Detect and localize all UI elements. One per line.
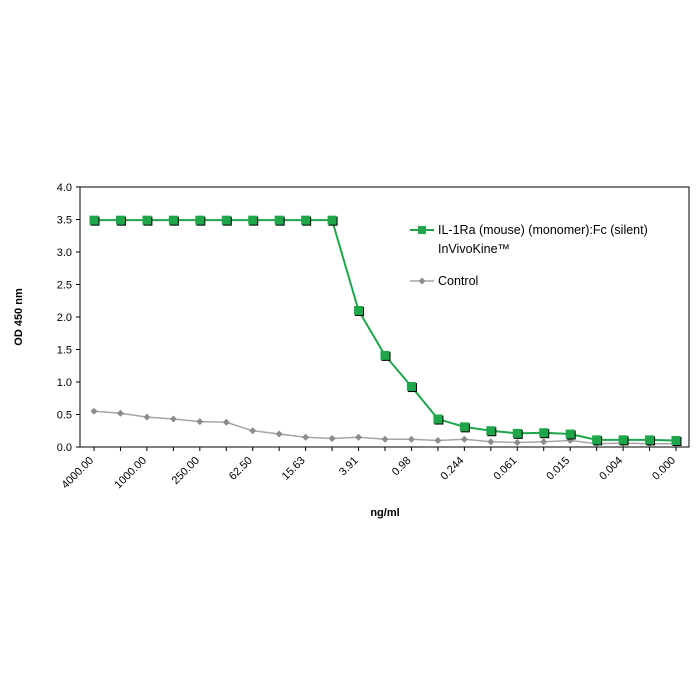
x-tick-label: 0.015 xyxy=(544,455,572,483)
x-tick-label: 0.004 xyxy=(597,455,625,483)
y-tick-label: 1.0 xyxy=(57,377,72,389)
x-tick-label: 15.63 xyxy=(280,455,308,483)
data-point xyxy=(328,435,336,443)
legend-label: IL-1Ra (mouse) (monomer):Fc (silent) xyxy=(438,223,648,237)
data-point xyxy=(221,215,231,225)
y-tick-label: 2.5 xyxy=(57,280,72,292)
x-tick-label: 3.91 xyxy=(337,455,361,479)
legend-marker xyxy=(418,277,426,285)
legend-entry: Control xyxy=(410,274,478,288)
data-point xyxy=(116,409,124,417)
y-axis-title: OD 450 nm xyxy=(13,288,25,346)
x-tick-label: 0.000 xyxy=(650,455,678,483)
data-point xyxy=(142,215,152,225)
data-point xyxy=(487,438,495,446)
legend-entry: IL-1Ra (mouse) (monomer):Fc (silent) InVi… xyxy=(410,223,648,256)
data-point xyxy=(355,433,363,441)
data-point xyxy=(540,438,548,446)
data-point xyxy=(89,215,99,225)
data-point xyxy=(513,438,521,446)
y-tick-label: 3.5 xyxy=(57,215,72,227)
data-point xyxy=(274,215,284,225)
data-point xyxy=(195,215,205,225)
legend-marker xyxy=(418,226,426,234)
data-point xyxy=(434,437,442,444)
series-layer xyxy=(89,215,682,448)
data-point xyxy=(512,428,522,438)
x-axis-title: ng/ml xyxy=(370,507,399,519)
data-point xyxy=(302,433,310,441)
legend-label: InVivoKine™ xyxy=(438,242,510,256)
data-point xyxy=(671,436,681,445)
data-point xyxy=(275,430,283,438)
plot-area xyxy=(79,186,690,448)
data-point xyxy=(380,350,390,360)
x-tick-label: 250.00 xyxy=(170,455,202,487)
data-point xyxy=(486,426,496,436)
data-point xyxy=(433,414,443,424)
data-point xyxy=(248,215,258,225)
data-point xyxy=(301,215,311,225)
data-point xyxy=(645,435,655,445)
data-point xyxy=(115,215,125,225)
data-point xyxy=(249,427,257,435)
x-tick-label: 0.244 xyxy=(439,455,467,483)
x-tick-label: 4000.00 xyxy=(60,455,97,492)
y-tick-label: 0.0 xyxy=(57,442,72,454)
data-point xyxy=(565,429,575,439)
legend-label: Control xyxy=(438,274,478,288)
y-tick-label: 3.0 xyxy=(57,247,72,259)
x-axis: 4000.00 1000.00 250.00 62.50 15.63 3.91 0.98 0.… xyxy=(60,447,678,492)
y-tick-label: 4.0 xyxy=(57,182,72,194)
data-point xyxy=(406,382,416,392)
data-point xyxy=(196,418,204,426)
data-point xyxy=(407,435,415,443)
data-point xyxy=(222,418,230,426)
data-point xyxy=(169,415,177,423)
y-tick-label: 2.0 xyxy=(57,312,72,324)
y-tick-label: 1.5 xyxy=(57,345,72,357)
x-tick-label: 62.50 xyxy=(227,455,255,483)
data-point xyxy=(459,422,469,432)
series-il1ra xyxy=(89,215,682,446)
data-point xyxy=(354,306,364,315)
x-tick-label: 0.98 xyxy=(390,455,414,479)
legend: IL-1Ra (mouse) (monomer):Fc (silent) InVi… xyxy=(410,223,648,288)
data-point xyxy=(90,407,98,415)
y-axis: 0.0 0.5 1.0 1.5 2.0 2.5 3.0 3.5 4.0 xyxy=(57,182,80,454)
data-point xyxy=(381,435,389,443)
y-tick-label: 0.5 xyxy=(57,410,72,422)
x-tick-label: 0.061 xyxy=(491,455,519,483)
data-point xyxy=(618,435,628,445)
data-point xyxy=(460,435,468,443)
x-tick-label: 1000.00 xyxy=(112,455,149,492)
data-point xyxy=(539,428,549,438)
data-point xyxy=(327,215,337,225)
data-point xyxy=(168,215,178,225)
data-point xyxy=(592,435,602,445)
data-point xyxy=(143,413,151,421)
